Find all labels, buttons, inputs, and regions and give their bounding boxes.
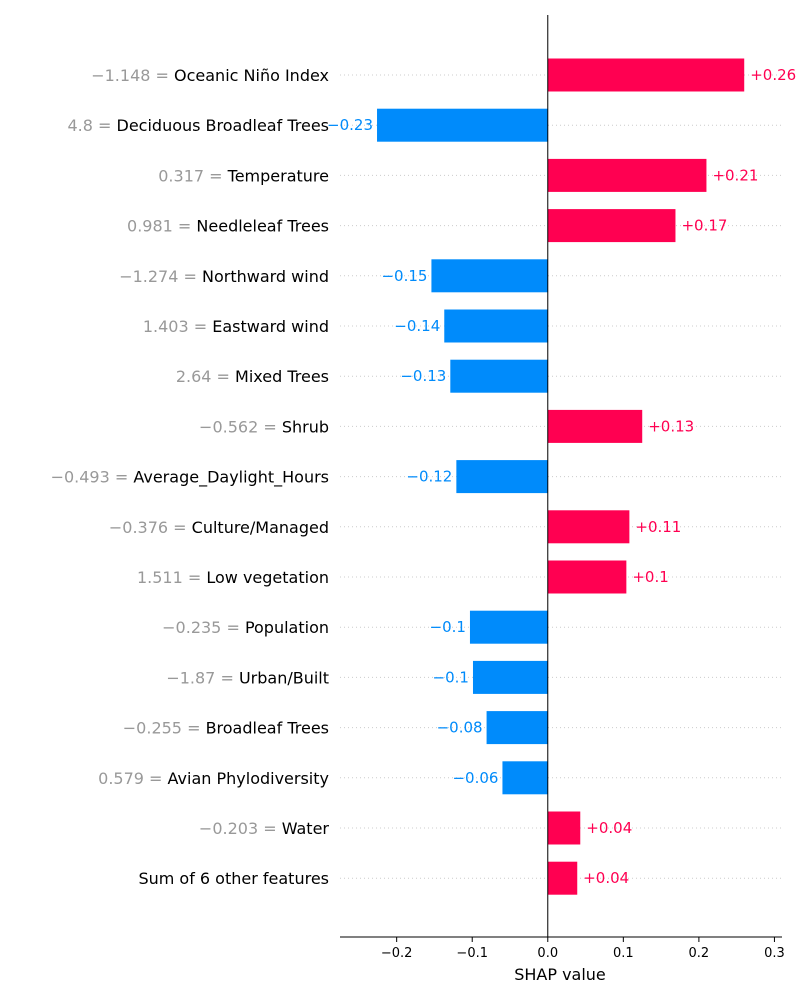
feature-name: Mixed Trees: [235, 367, 329, 386]
shap-bar: [502, 761, 548, 795]
feature-value: −0.203 =: [199, 819, 282, 838]
shap-bar: [547, 811, 581, 845]
bar-value-label: −0.23: [327, 116, 373, 134]
feature-name: Avian Phylodiversity: [168, 769, 329, 788]
shap-bar: [547, 510, 630, 544]
feature-label: 4.8 = Deciduous Broadleaf Trees: [67, 116, 329, 135]
feature-value: 1.403 =: [143, 317, 212, 336]
feature-value: −0.255 =: [123, 719, 206, 738]
bar-value-label: −0.1: [433, 668, 469, 686]
feature-label: −0.203 = Water: [199, 819, 330, 838]
shap-bar: [547, 158, 707, 192]
feature-value: −1.148 =: [91, 66, 174, 85]
shap-bar: [444, 309, 548, 343]
bar-value-label: +0.1: [632, 568, 668, 586]
feature-value: 0.317 =: [158, 166, 227, 185]
shap-bar: [469, 610, 548, 644]
feature-label: −0.562 = Shrub: [199, 417, 329, 436]
bar-value-label: +0.11: [635, 518, 681, 536]
feature-value: −1.274 =: [119, 267, 202, 286]
bar-value-label: −0.06: [452, 769, 498, 787]
bar-value-label: +0.04: [586, 819, 632, 837]
feature-label: 2.64 = Mixed Trees: [176, 367, 329, 386]
shap-bar: [547, 58, 745, 92]
bar-value-label: +0.21: [712, 166, 758, 184]
feature-name: Average_Daylight_Hours: [133, 468, 329, 488]
feature-label: −0.493 = Average_Daylight_Hours: [51, 468, 329, 488]
feature-name: Temperature: [227, 166, 329, 185]
feature-label: −0.376 = Culture/Managed: [109, 518, 329, 537]
x-axis-title: SHAP value: [514, 965, 606, 984]
shap-bar: [431, 259, 548, 293]
bar-value-label: −0.12: [406, 468, 452, 486]
feature-label: Sum of 6 other features: [138, 869, 329, 888]
feature-label: 0.317 = Temperature: [158, 166, 329, 185]
x-tick-label: −0.1: [456, 946, 488, 961]
feature-value: −0.493 =: [51, 468, 134, 487]
feature-value: 1.511 =: [137, 568, 206, 587]
x-tick-label: 0.1: [613, 946, 634, 961]
feature-value: 0.579 =: [98, 769, 167, 788]
bar-value-label: −0.15: [381, 267, 427, 285]
feature-name: Eastward wind: [212, 317, 329, 336]
feature-value: 0.981 =: [127, 217, 196, 236]
feature-label: −1.274 = Northward wind: [119, 267, 329, 286]
shap-bar: [547, 560, 627, 594]
feature-value: −1.87 =: [166, 668, 239, 687]
bar-value-label: −0.08: [437, 719, 483, 737]
bars: [377, 58, 745, 895]
feature-labels: +0.26−1.148 = Oceanic Niño Index−0.234.8…: [51, 66, 797, 888]
feature-name: Broadleaf Trees: [206, 719, 329, 738]
bar-value-label: +0.17: [681, 217, 727, 235]
feature-label: 1.403 = Eastward wind: [143, 317, 329, 336]
feature-name: Culture/Managed: [192, 518, 329, 537]
shap-bar: [486, 711, 548, 745]
bar-value-label: +0.04: [583, 869, 629, 887]
shap-bar: [547, 409, 643, 443]
bar-value-label: −0.14: [394, 317, 440, 335]
x-tick-label: 0.2: [689, 946, 710, 961]
feature-label: 0.579 = Avian Phylodiversity: [98, 769, 329, 788]
shap-bar: [450, 359, 548, 393]
bar-value-label: +0.13: [648, 417, 694, 435]
feature-label: 0.981 = Needleleaf Trees: [127, 217, 329, 236]
bar-value-label: −0.13: [400, 367, 446, 385]
shap-bar: [547, 209, 676, 243]
feature-name: Shrub: [282, 417, 329, 436]
feature-label: −0.255 = Broadleaf Trees: [123, 719, 329, 738]
feature-value: 2.64 =: [176, 367, 235, 386]
feature-name: Urban/Built: [239, 668, 329, 687]
feature-value: 4.8 =: [67, 116, 116, 135]
feature-label: −1.87 = Urban/Built: [166, 668, 329, 687]
feature-name: Deciduous Broadleaf Trees: [117, 116, 330, 135]
bar-value-label: +0.26: [750, 66, 796, 84]
feature-name: Needleleaf Trees: [196, 217, 329, 236]
feature-label: 1.511 = Low vegetation: [137, 568, 329, 587]
x-tick-label: 0.3: [764, 946, 785, 961]
feature-label: −1.148 = Oceanic Niño Index: [91, 66, 329, 85]
feature-value: −0.562 =: [199, 417, 282, 436]
feature-name: Oceanic Niño Index: [174, 66, 329, 85]
bar-value-label: −0.1: [430, 618, 466, 636]
shap-bar: [547, 861, 578, 895]
feature-value: −0.376 =: [109, 518, 192, 537]
shap-bar: [377, 108, 548, 142]
feature-name: Northward wind: [202, 267, 329, 286]
feature-name: Population: [245, 618, 329, 637]
x-tick-label: −0.2: [381, 946, 413, 961]
feature-label: −0.235 = Population: [162, 618, 329, 637]
feature-value: −0.235 =: [162, 618, 245, 637]
shap-bar: [472, 660, 548, 694]
feature-name: Water: [282, 819, 330, 838]
shap-bar: [456, 460, 548, 494]
feature-name: Sum of 6 other features: [138, 869, 329, 888]
feature-name: Low vegetation: [206, 568, 329, 587]
x-axis: −0.2 −0.1 0.0 0.1 0.2 0.3: [340, 15, 785, 961]
x-tick-label: 0.0: [537, 946, 558, 961]
